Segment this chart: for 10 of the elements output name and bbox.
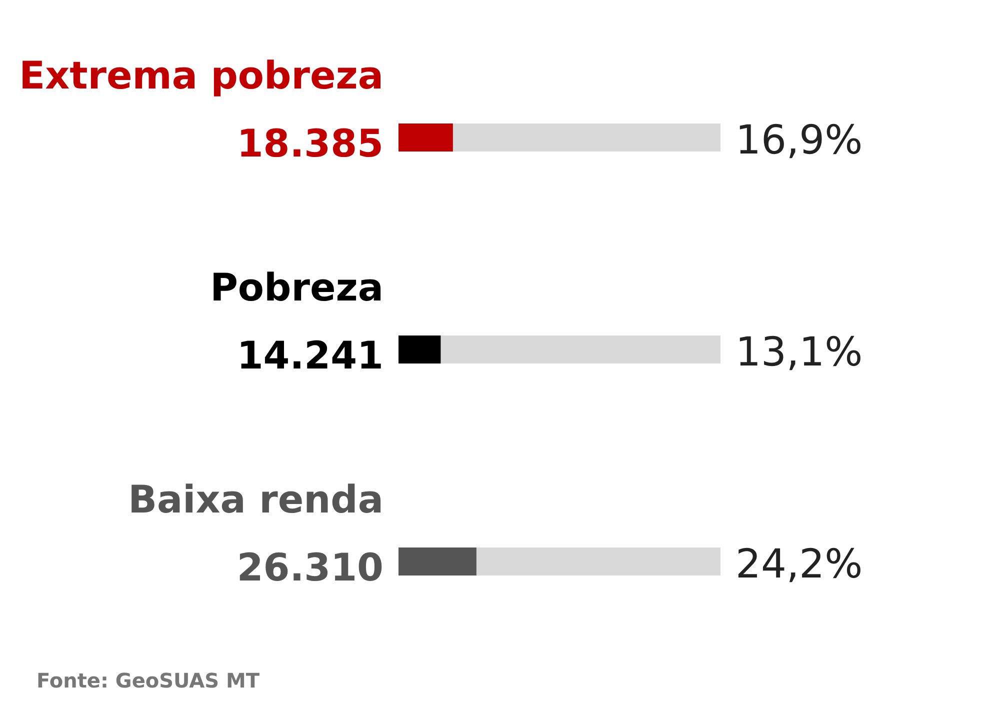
text: 26.310 — [236, 546, 384, 590]
data-label: 13,1% — [736, 330, 863, 376]
y-tick-label: Extrema pobreza — [19, 54, 384, 98]
y-tick-label: Baixa renda — [128, 478, 384, 522]
text: 14.241 — [236, 334, 384, 378]
text: 18.385 — [236, 122, 384, 166]
source-note: Fonte: GeoSUAS MT — [36, 668, 260, 692]
data-label: 24,2% — [736, 542, 863, 588]
data-label: 16,9% — [736, 118, 863, 164]
y-tick-label: Pobreza — [210, 266, 384, 310]
